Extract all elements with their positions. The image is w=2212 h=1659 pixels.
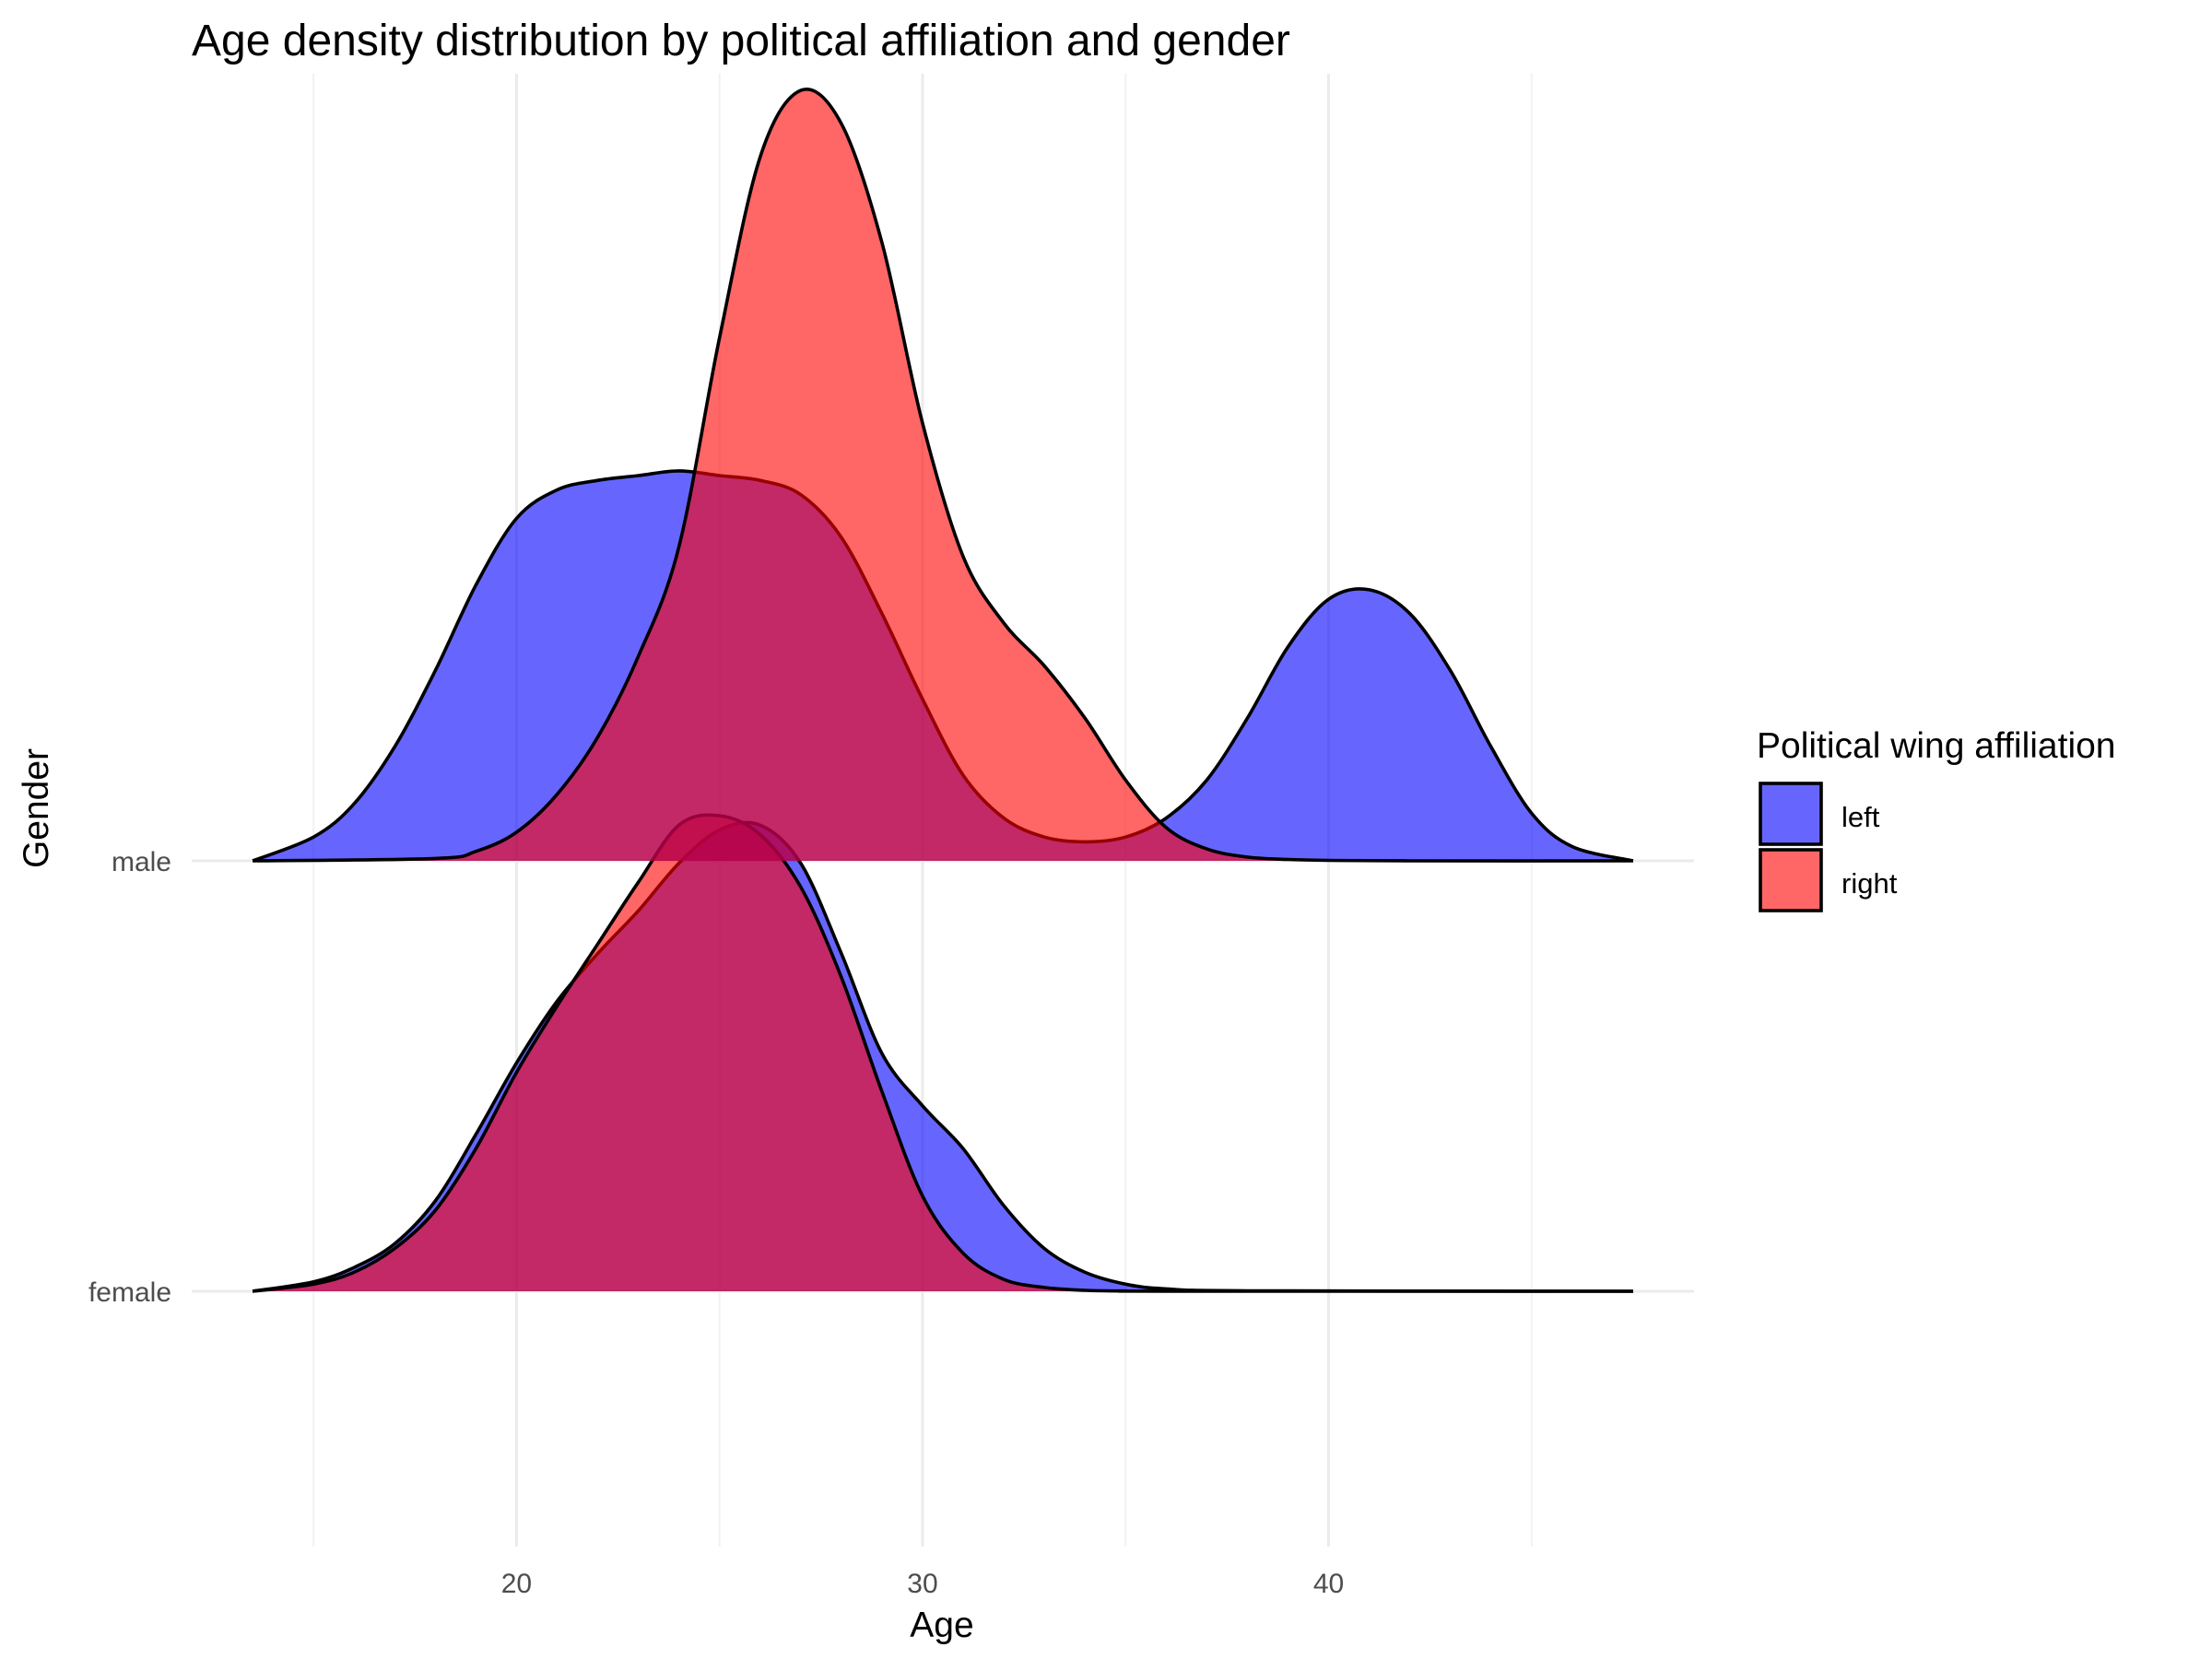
x-tick-label: 40 bbox=[1313, 1569, 1344, 1599]
legend-title: Political wing affiliation bbox=[1757, 726, 2116, 766]
y-tick-label-female: female bbox=[88, 1277, 171, 1308]
density-outline-male-right bbox=[253, 88, 1633, 863]
y-tick-label-male: male bbox=[112, 847, 171, 877]
chart-title: Age density distribution by political af… bbox=[192, 17, 1290, 65]
legend-label-right: right bbox=[1841, 867, 1898, 900]
density-area-female-right bbox=[253, 815, 1633, 1291]
x-tick-label: 20 bbox=[501, 1569, 532, 1599]
y-axis-title: Gender bbox=[17, 748, 56, 868]
legend-key-right bbox=[1759, 848, 1823, 912]
legend-label-left: left bbox=[1841, 801, 1880, 833]
x-axis-title: Age bbox=[910, 1606, 973, 1645]
density-outline-female-right bbox=[252, 813, 1633, 1293]
legend-key-left bbox=[1759, 782, 1823, 846]
density-area-male-right bbox=[253, 88, 1633, 862]
x-tick-label: 30 bbox=[907, 1569, 937, 1599]
axis-tick-labels: 20 30 40 female male bbox=[88, 847, 1344, 1599]
density-ridges bbox=[252, 88, 1634, 1293]
legend: Political wing affiliation left right bbox=[1757, 726, 2116, 912]
